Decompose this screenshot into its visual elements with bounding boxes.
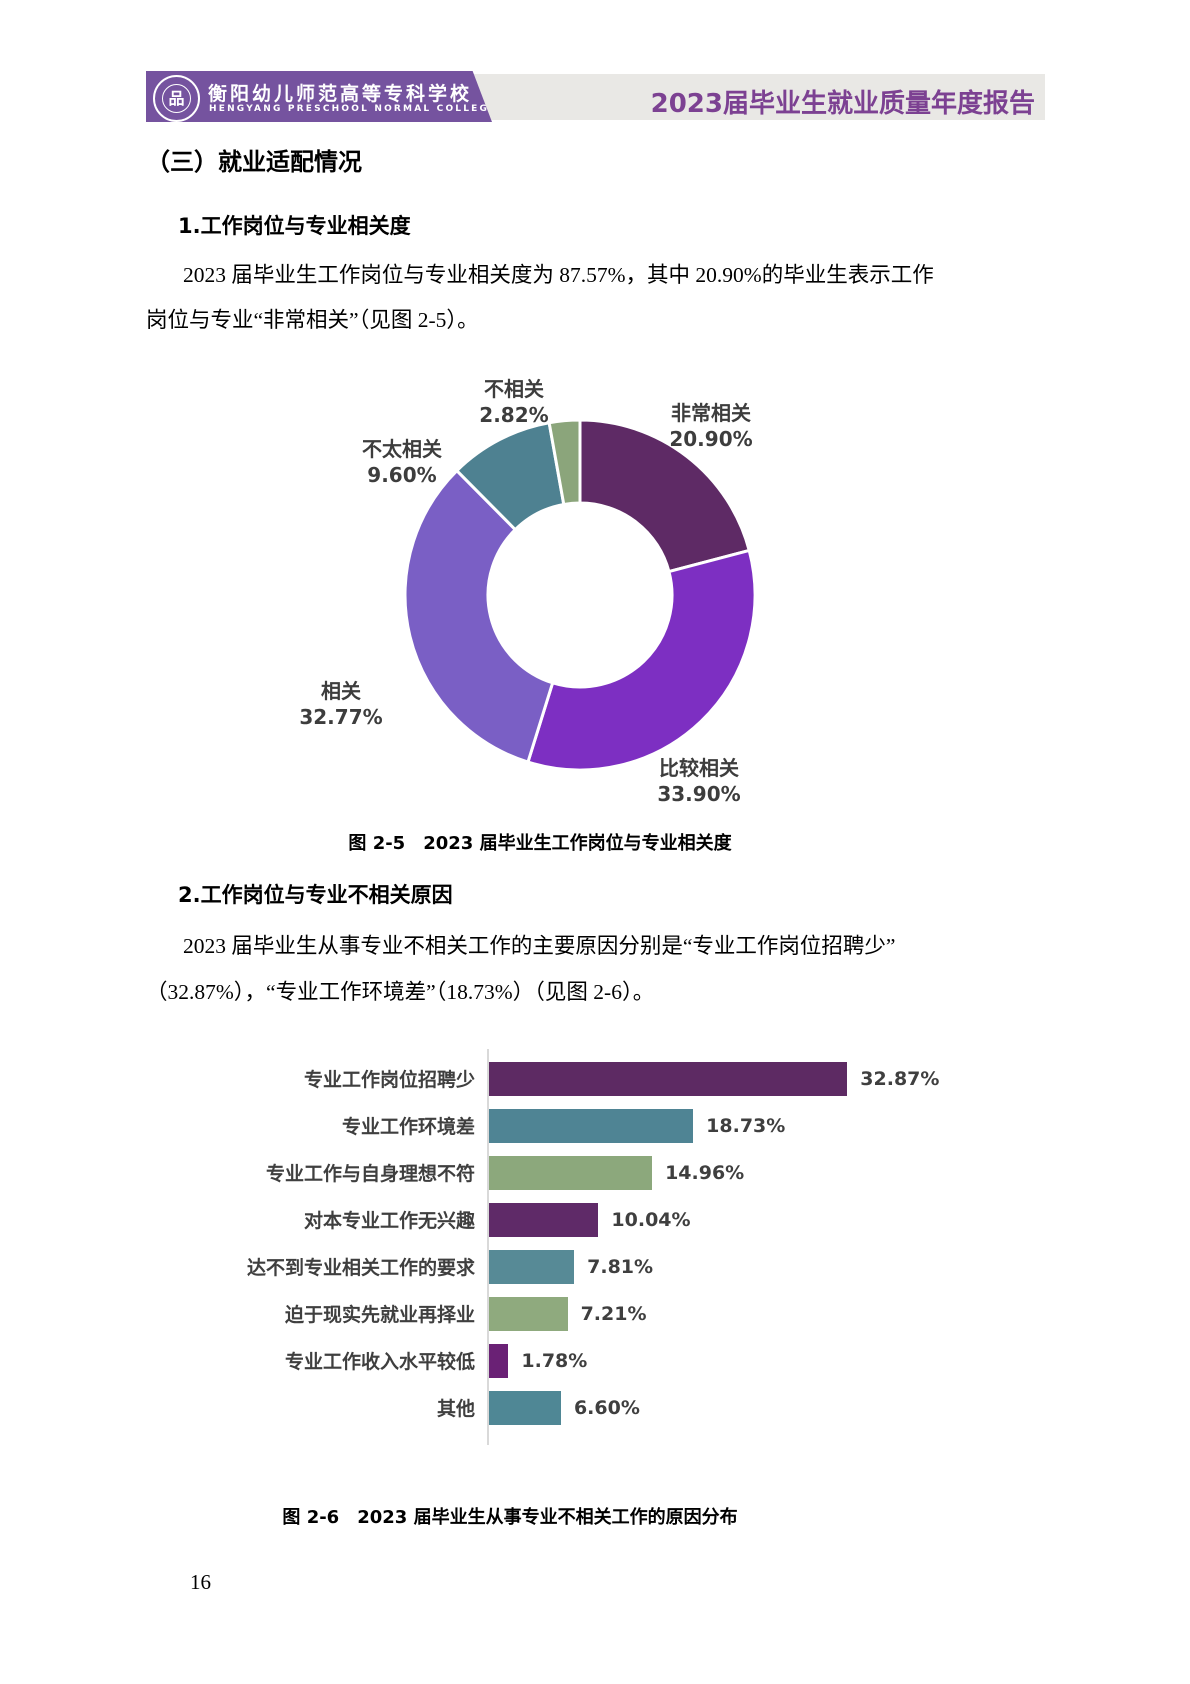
figure-2-5-donut-chart	[403, 418, 757, 772]
bar-value-2: 18.73%	[706, 1114, 786, 1137]
bar-2	[489, 1108, 694, 1143]
bar-1	[489, 1061, 848, 1096]
donut-label-5: 不相关 2.82%	[479, 377, 549, 427]
donut-slice-2	[526, 548, 757, 772]
bar-value-7: 1.78%	[521, 1349, 588, 1372]
bar-row-7: 专业工作收入水平较低 1.78%	[240, 1337, 1070, 1384]
bar-value-5: 7.81%	[587, 1255, 654, 1278]
figure-2-5-caption: 图 2-5 2023 届毕业生工作岗位与专业相关度	[348, 833, 732, 854]
bar-label-5: 达不到专业相关工作的要求	[246, 1257, 475, 1279]
donut-label-3: 相关 32.77%	[299, 679, 383, 729]
bar-value-4: 10.04%	[611, 1208, 691, 1231]
bar-value-6: 7.21%	[580, 1302, 647, 1325]
bar-4	[489, 1202, 599, 1237]
donut-label-1: 非常相关 20.90%	[669, 401, 753, 451]
donut-label-4: 不太相关 9.60%	[362, 437, 442, 487]
bar-label-8: 其他	[436, 1398, 475, 1420]
bar-row-2: 专业工作环境差 18.73%	[240, 1102, 1070, 1149]
bar-row-6: 迫于现实先就业再择业 7.21%	[240, 1290, 1070, 1337]
bar-value-8: 6.60%	[573, 1396, 640, 1419]
school-seal-glyph: 品	[162, 84, 191, 113]
figure-2-6-bar-chart: 专业工作岗位招聘少 32.87% 专业工作环境差 18.73% 专业工作与自身理想不符 1…	[240, 1049, 1070, 1445]
bar-6	[489, 1296, 568, 1331]
school-seal-icon: 品	[153, 75, 200, 122]
bar-value-1: 32.87%	[860, 1067, 940, 1090]
bar-5	[489, 1249, 575, 1284]
header-banner: 品 衡阳幼儿师范高等专科学校 HENGYANG PRESCHOOL NORMAL…	[146, 71, 492, 122]
donut-slice-5	[547, 418, 582, 507]
bar-row-4: 对本专业工作无兴趣 10.04%	[240, 1196, 1070, 1243]
bar-label-2: 专业工作环境差	[341, 1116, 475, 1138]
school-name-en: HENGYANG PRESCHOOL NORMAL COLLEGE	[209, 104, 498, 114]
paragraph-2-line-1: 2023 届毕业生从事专业不相关工作的主要原因分别是“专业工作岗位招聘少”	[183, 934, 896, 958]
donut-slice-1	[578, 418, 752, 574]
bar-row-1: 专业工作岗位招聘少 32.87%	[240, 1055, 1070, 1102]
bar-row-3: 专业工作与自身理想不符 14.96%	[240, 1149, 1070, 1196]
bar-label-6: 迫于现实先就业再择业	[284, 1304, 475, 1326]
bar-row-8: 其他 6.60%	[240, 1384, 1070, 1431]
bar-3	[489, 1155, 653, 1190]
paragraph-1-line-2: 岗位与专业“非常相关”（见图 2-5）。	[146, 308, 479, 332]
header-gray-band	[468, 74, 1045, 120]
subsection-2-heading: 2.工作岗位与专业不相关原因	[178, 883, 453, 907]
page-number: 16	[190, 1570, 211, 1594]
school-name-zh: 衡阳幼儿师范高等专科学校	[208, 83, 473, 105]
donut-slice-3	[403, 468, 555, 764]
bar-label-1: 专业工作岗位招聘少	[303, 1069, 475, 1091]
section-heading: （三）就业适配情况	[146, 148, 362, 176]
report-title: 2023届毕业生就业质量年度报告	[650, 89, 1035, 119]
paragraph-2-line-2: （32.87%），“专业工作环境差”（18.73%）（见图 2-6）。	[146, 980, 655, 1004]
bar-value-3: 14.96%	[665, 1161, 745, 1184]
figure-2-6-caption: 图 2-6 2023 届毕业生从事专业不相关工作的原因分布	[282, 1507, 738, 1528]
bar-chart-axis-line	[487, 1049, 489, 1445]
bar-row-5: 达不到专业相关工作的要求 7.81%	[240, 1243, 1070, 1290]
paragraph-1-line-1: 2023 届毕业生工作岗位与专业相关度为 87.57%，其中 20.90%的毕业…	[183, 263, 934, 287]
bar-label-3: 专业工作与自身理想不符	[265, 1163, 475, 1185]
bar-label-7: 专业工作收入水平较低	[284, 1351, 475, 1373]
bar-8	[489, 1390, 561, 1425]
bar-label-4: 对本专业工作无兴趣	[303, 1210, 475, 1232]
subsection-1-heading: 1.工作岗位与专业相关度	[178, 214, 411, 238]
donut-label-2: 比较相关 33.90%	[657, 756, 741, 806]
bar-7	[489, 1343, 509, 1378]
